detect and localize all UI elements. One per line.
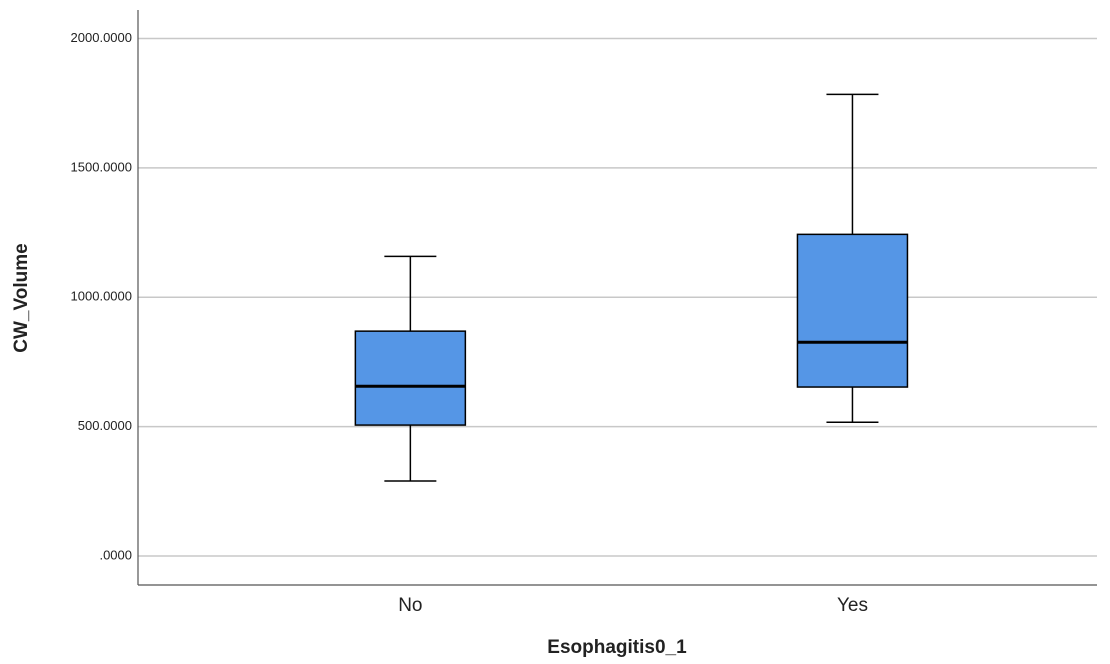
- box: [796, 233, 909, 388]
- y-tick-label: 1000.0000: [71, 289, 132, 304]
- y-tick-label: 500.0000: [78, 418, 132, 433]
- x-tick-label: Yes: [837, 595, 868, 616]
- y-tick-label: 2000.0000: [71, 30, 132, 45]
- y-axis-title: CW_Volume: [11, 243, 32, 352]
- x-tick-label: No: [398, 595, 422, 616]
- x-axis-title: Esophagitis0_1: [547, 637, 687, 658]
- y-tick-label: .0000: [99, 547, 132, 562]
- box: [354, 330, 467, 426]
- y-tick-label: 1500.0000: [71, 159, 132, 174]
